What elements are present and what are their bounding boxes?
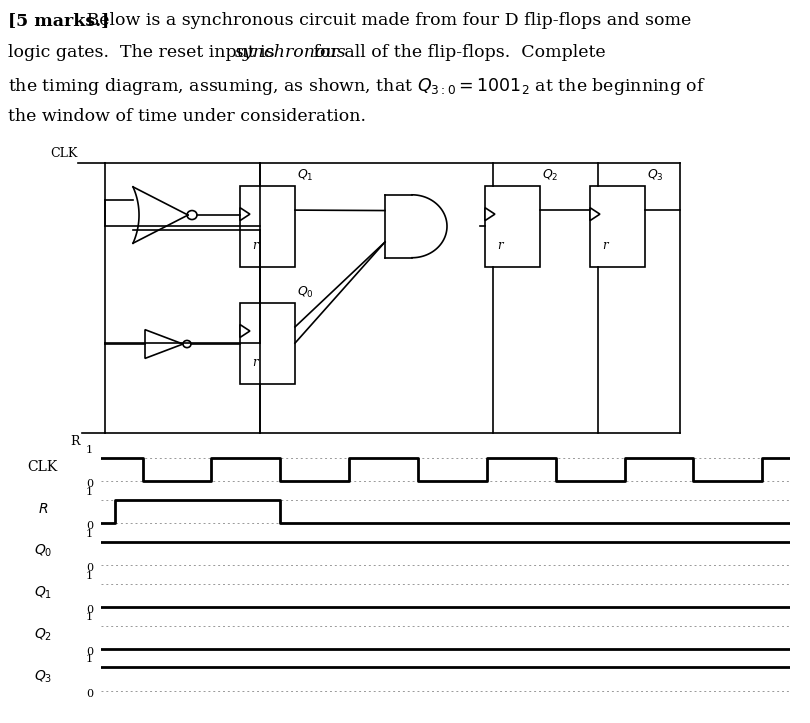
Text: the timing diagram, assuming, as shown, that $Q_{3:0} = 1001_2$ at the beginning: the timing diagram, assuming, as shown, …: [8, 76, 706, 97]
Bar: [240, 186, 295, 267]
Text: 0: 0: [86, 563, 93, 573]
Text: 0: 0: [86, 521, 93, 531]
Polygon shape: [240, 325, 250, 338]
Text: $Q_3$: $Q_3$: [33, 669, 52, 685]
Polygon shape: [145, 330, 183, 359]
Text: R: R: [70, 435, 79, 448]
Text: $Q_2$: $Q_2$: [34, 627, 52, 643]
Text: 0: 0: [86, 689, 93, 699]
Text: 1: 1: [86, 529, 93, 539]
Bar: [590, 186, 645, 267]
Polygon shape: [485, 208, 495, 221]
Text: 1: 1: [86, 487, 93, 497]
Text: $Q_0$: $Q_0$: [33, 543, 52, 559]
Text: the window of time under consideration.: the window of time under consideration.: [8, 108, 366, 125]
Bar: [240, 303, 295, 384]
Text: $Q_0$: $Q_0$: [297, 285, 313, 300]
Text: logic gates.  The reset input is: logic gates. The reset input is: [8, 44, 280, 61]
Text: synchronous: synchronous: [235, 44, 347, 61]
Text: 1: 1: [86, 612, 93, 623]
Text: $R$: $R$: [37, 502, 48, 516]
Text: CLK: CLK: [50, 147, 78, 160]
Text: 1: 1: [86, 445, 93, 455]
Text: r: r: [252, 239, 258, 252]
Text: for all of the flip-flops.  Complete: for all of the flip-flops. Complete: [308, 44, 606, 61]
Text: 0: 0: [86, 605, 93, 615]
Text: [5 marks.]: [5 marks.]: [8, 12, 109, 30]
Text: $Q_1$: $Q_1$: [34, 585, 52, 601]
Text: r: r: [602, 239, 608, 252]
Bar: [485, 186, 540, 267]
Text: 1: 1: [86, 570, 93, 581]
Text: $Q_2$: $Q_2$: [542, 168, 558, 183]
Text: r: r: [252, 356, 258, 369]
Polygon shape: [590, 208, 600, 221]
Text: 0: 0: [86, 479, 93, 489]
Polygon shape: [240, 208, 250, 221]
Text: 0: 0: [86, 647, 93, 657]
Text: 1: 1: [86, 654, 93, 664]
Text: CLK: CLK: [28, 460, 58, 474]
Text: $Q_1$: $Q_1$: [297, 168, 313, 183]
Text: r: r: [497, 239, 503, 252]
Text: Below is a synchronous circuit made from four D flip-flops and some: Below is a synchronous circuit made from…: [81, 12, 691, 30]
Text: $Q_3$: $Q_3$: [647, 168, 663, 183]
